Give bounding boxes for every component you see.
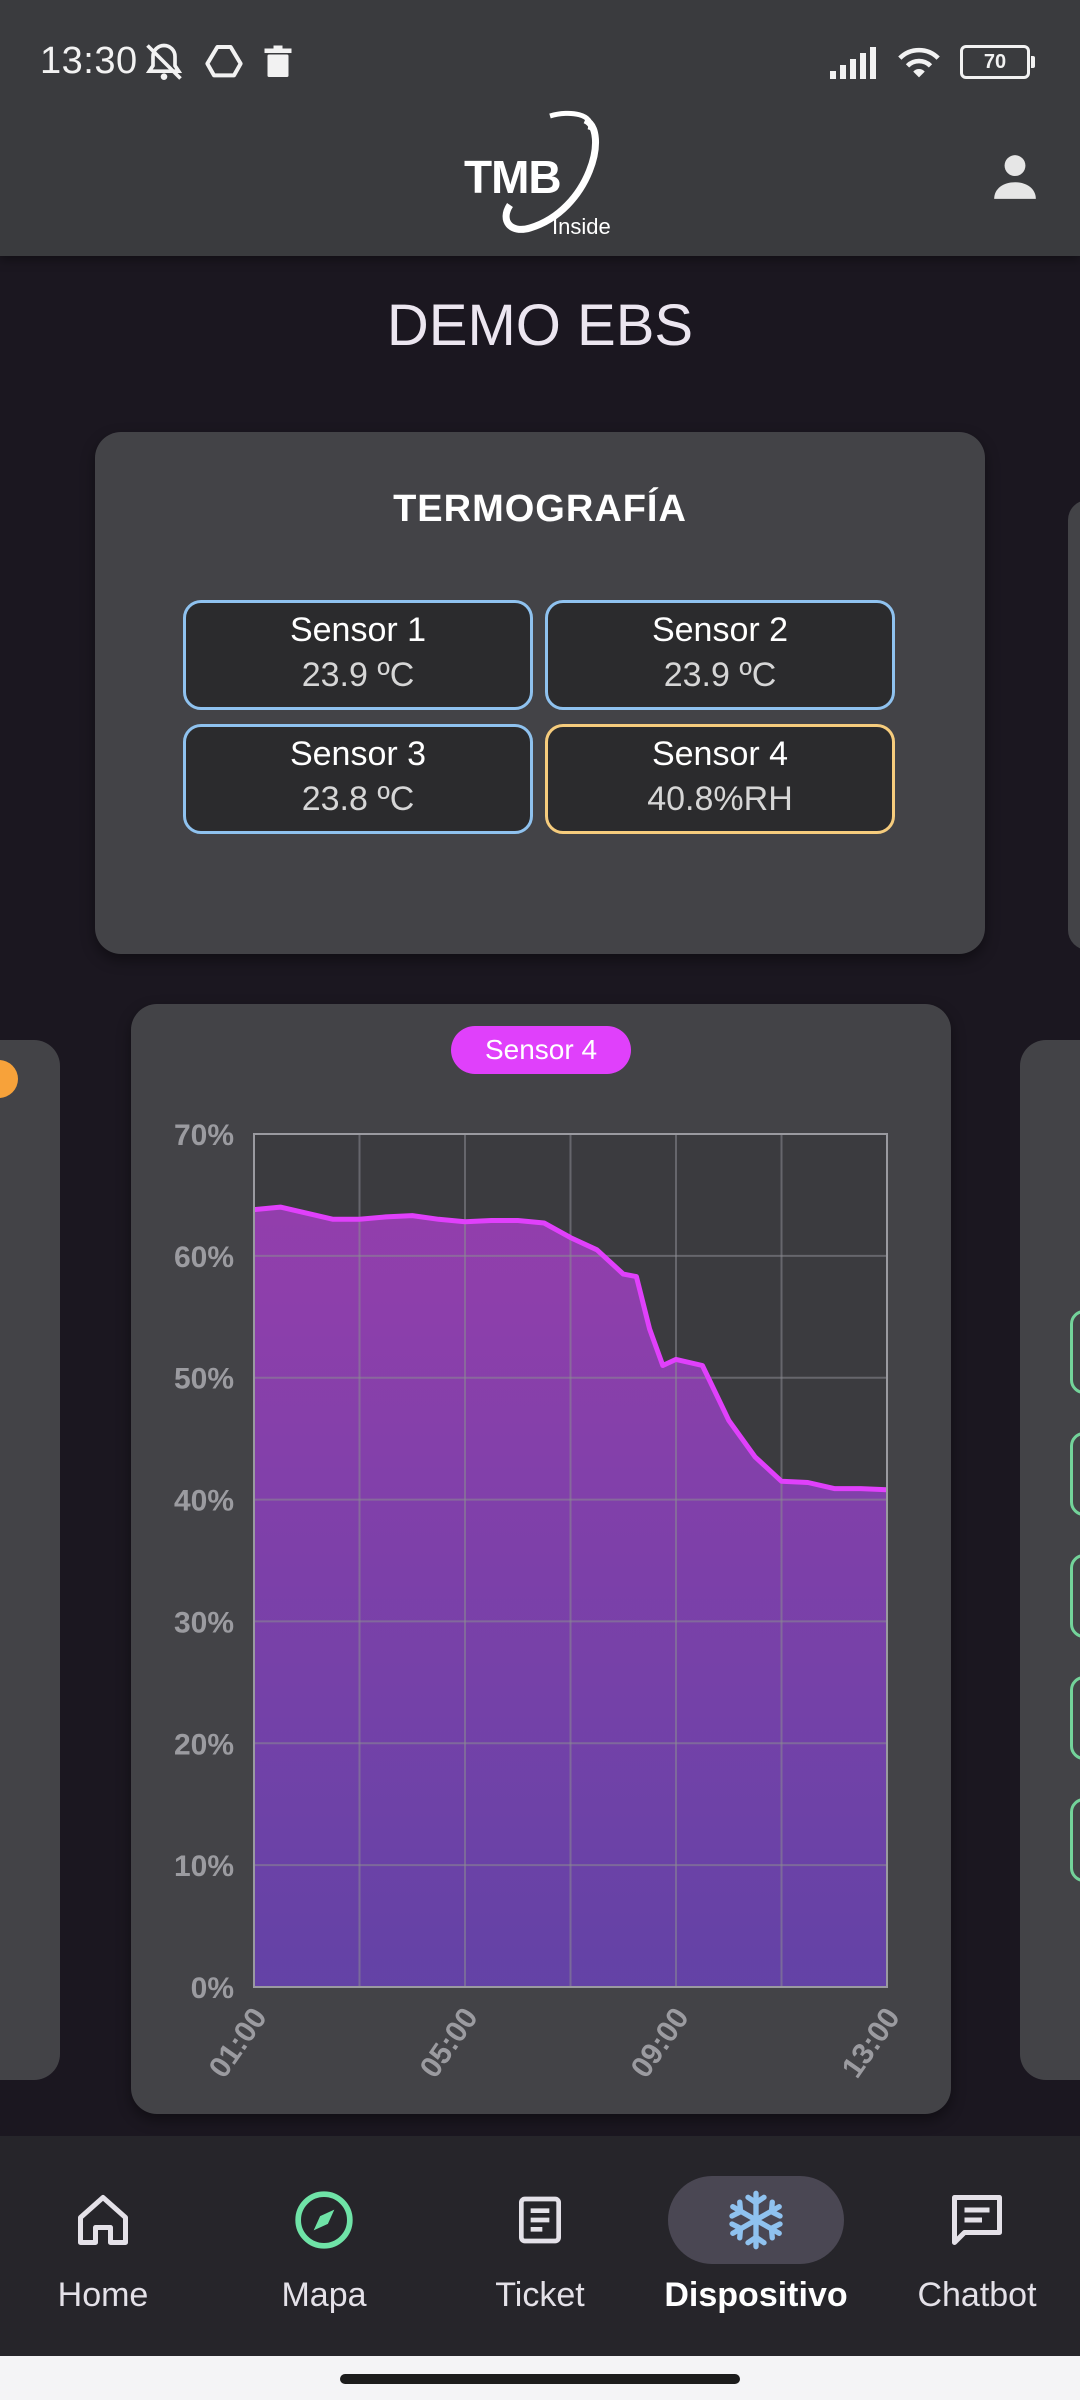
sensor-tile-1[interactable]: Sensor 1 23.9 ºC	[183, 600, 533, 710]
ticket-icon	[519, 2196, 561, 2244]
thermography-title: TERMOGRAFÍA	[393, 488, 687, 530]
x-tick-label: 09:00	[625, 2002, 696, 2084]
sensor-value: 23.9 ºC	[663, 656, 777, 694]
nav-chatbot[interactable]: Chatbot	[874, 2136, 1080, 2356]
home-icon	[78, 2195, 128, 2245]
sensor-name: Sensor 4	[651, 735, 789, 773]
page-title: DEMO EBS	[386, 293, 694, 358]
status-notification-icons	[140, 40, 296, 84]
previous-chart-card-peek[interactable]	[0, 1040, 60, 2080]
trash-icon	[264, 45, 292, 77]
y-tick-label: 20%	[174, 1728, 234, 1761]
status-time: 13:30	[40, 40, 138, 82]
nav-dispositivo[interactable]: Dispositivo	[638, 2136, 874, 2356]
x-tick-label: 05:00	[414, 2002, 485, 2084]
home-gesture-handle[interactable]	[340, 2374, 740, 2384]
humidity-chart: 0% 10% 20% 30% 40% 50% 60% 70% 01:00 05:00 09:00 13…	[174, 1119, 907, 2084]
sensor-name: Sensor 1	[289, 611, 427, 649]
peek-chip	[1070, 1798, 1080, 1882]
sensor-name: Sensor 3	[289, 735, 427, 773]
nav-icon-container	[15, 2176, 191, 2264]
sensor-tile-3[interactable]: Sensor 3 23.8 ºC	[183, 724, 533, 834]
snowflake-icon	[729, 2190, 783, 2250]
y-tick-label: 10%	[174, 1850, 234, 1883]
profile-icon[interactable]	[990, 150, 1040, 202]
nav-label: Home	[57, 2276, 149, 2314]
y-tick-label: 70%	[174, 1119, 234, 1152]
battery-indicator: 70	[960, 45, 1035, 79]
y-tick-label: 0%	[191, 1972, 234, 2005]
thermography-card[interactable]: TERMOGRAFÍA Sensor 1 23.9 ºC Sensor 2 23…	[95, 432, 985, 954]
nav-mapa[interactable]: Mapa	[206, 2136, 442, 2356]
gesture-navigation-bar	[0, 2356, 1080, 2400]
plot-border	[253, 1133, 888, 1988]
peek-chip	[1070, 1554, 1080, 1638]
y-tick-label: 50%	[174, 1363, 234, 1396]
nav-icon-container-active	[668, 2176, 844, 2264]
nav-home[interactable]: Home	[0, 2136, 206, 2356]
sensor-value: 23.8 ºC	[301, 780, 415, 818]
signal-icon	[830, 47, 876, 79]
status-system-icons: 70	[828, 44, 1035, 80]
logo-swoosh	[502, 110, 600, 233]
sensor-tile-2[interactable]: Sensor 2 23.9 ºC	[545, 600, 895, 710]
nav-ticket[interactable]: Ticket	[442, 2136, 638, 2356]
chat-icon	[952, 2195, 1002, 2245]
nav-label: Ticket	[495, 2276, 585, 2314]
nav-label: Mapa	[281, 2276, 367, 2314]
bottom-navigation: Home Mapa Ticket	[0, 2136, 1080, 2356]
sensor-tile-4[interactable]: Sensor 4 40.8%RH	[545, 724, 895, 834]
legend-sensor-4[interactable]: Sensor 4	[451, 1026, 631, 1074]
y-tick-label: 60%	[174, 1241, 234, 1274]
nav-icon-container	[889, 2176, 1065, 2264]
peek-chip	[1070, 1310, 1080, 1394]
nav-label: Dispositivo	[664, 2276, 848, 2314]
y-tick-label: 40%	[174, 1485, 234, 1518]
series-dot	[0, 1060, 18, 1098]
peek-chip	[1070, 1676, 1080, 1760]
nav-icon-container	[236, 2176, 412, 2264]
logo-subtext: Inside	[552, 214, 611, 239]
top-bar: 13:30	[0, 0, 1080, 256]
sensor-value: 23.9 ºC	[301, 656, 415, 694]
peek-chip	[1070, 1432, 1080, 1516]
nav-icon-container	[452, 2176, 628, 2264]
drive-icon	[205, 45, 243, 78]
compass-icon	[295, 2191, 353, 2249]
bell-off-icon	[145, 43, 183, 80]
y-tick-label: 30%	[174, 1606, 234, 1639]
nav-label: Chatbot	[917, 2276, 1037, 2314]
sensor-name: Sensor 2	[651, 611, 789, 649]
series-line-sensor-4	[253, 1204, 888, 1493]
humidity-chart-card[interactable]: 0% 10% 20% 30% 40% 50% 60% 70% 01:00 05:00 09:00 13…	[131, 1004, 951, 2114]
logo-text: TMB	[464, 151, 562, 203]
x-tick-label: 13:00	[836, 2002, 907, 2084]
next-card-peek[interactable]	[1020, 1040, 1080, 2080]
next-card-peek-top[interactable]	[1068, 500, 1080, 950]
x-tick-label: 01:00	[203, 2002, 274, 2084]
tmb-logo: TMB Inside	[460, 110, 620, 240]
sensor-value: 40.8%RH	[647, 780, 793, 818]
sensor-grid: Sensor 1 23.9 ºC Sensor 2 23.9 ºC Sensor…	[183, 600, 897, 834]
wifi-icon	[898, 47, 940, 78]
